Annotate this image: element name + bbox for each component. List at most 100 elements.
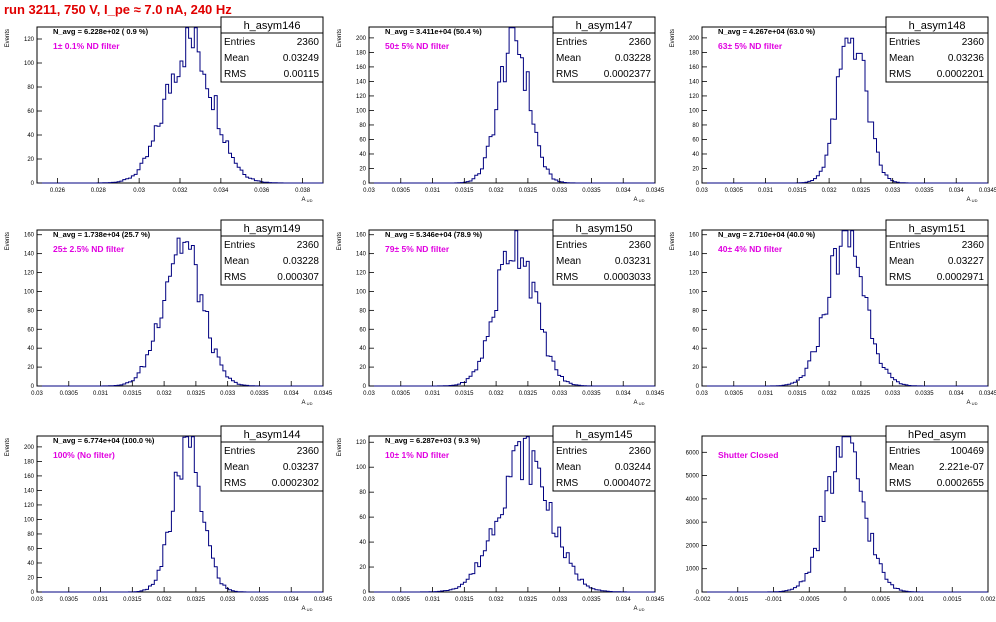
x-tick-label: 0.0315 xyxy=(455,188,474,194)
stats-key: RMS xyxy=(224,478,247,489)
filter-annotation: 25± 2.5% ND filter xyxy=(53,244,125,254)
histogram-panel-h_asym144: 0.03 0.0305 0.031 0.0315 0.032 0.0325 0.033 0.0… xyxy=(5,425,333,612)
y-tick-label: 100 xyxy=(356,108,367,114)
stats-value: 0.0002655 xyxy=(937,478,985,489)
y-tick-label: 100 xyxy=(24,61,35,67)
x-tick-label: 0.032 xyxy=(822,188,838,194)
stats-key: RMS xyxy=(556,478,579,489)
y-tick-label: 100 xyxy=(689,108,700,114)
y-tick-label: 60 xyxy=(359,327,366,333)
stats-key: Mean xyxy=(224,53,249,64)
y-tick-label: 60 xyxy=(692,327,699,333)
navg-label: N_avg = 4.267e+04 (63.0 %) xyxy=(718,27,816,36)
y-axis-label: Events xyxy=(670,232,676,250)
stats-key: RMS xyxy=(556,69,579,80)
y-tick-label: 80 xyxy=(692,123,699,129)
x-tick-label: 0.033 xyxy=(552,188,568,194)
y-tick-label: 0 xyxy=(31,384,35,390)
stats-value: 0.03231 xyxy=(615,256,652,267)
x-tick-label: 0.0335 xyxy=(582,597,601,603)
x-axis-label: A UD xyxy=(967,400,978,406)
navg-label: N_avg = 6.287e+03 ( 9.3 %) xyxy=(385,436,481,445)
filter-annotation: 100% (No filter) xyxy=(53,450,115,460)
y-tick-label: 100 xyxy=(356,465,367,471)
y-tick-label: 0 xyxy=(363,384,367,390)
stats-box xyxy=(885,441,989,492)
y-tick-label: 140 xyxy=(356,252,367,258)
x-tick-label: 0.0345 xyxy=(314,391,333,397)
x-tick-label: 0.03 xyxy=(696,188,708,194)
x-tick-label: 0.038 xyxy=(295,188,311,194)
x-tick-label: 0.0345 xyxy=(314,597,333,603)
stats-value: 100469 xyxy=(951,446,985,457)
filter-annotation: 40± 4% ND filter xyxy=(718,244,783,254)
y-tick-label: 120 xyxy=(689,94,700,100)
stats-key: Entries xyxy=(889,37,920,48)
stats-key: Entries xyxy=(556,37,587,48)
y-tick-label: 60 xyxy=(27,109,34,115)
histogram-panel-h_asym146: 0.026 0.028 0.03 0.032 0.034 0.036 0.038 0 20 40 6… xyxy=(5,16,324,203)
y-tick-label: 80 xyxy=(692,308,699,314)
y-tick-label: 20 xyxy=(692,365,699,371)
y-tick-label: 100 xyxy=(24,517,35,523)
stats-value: 0.03236 xyxy=(948,53,985,64)
y-tick-label: 40 xyxy=(27,133,34,139)
y-axis-label: Events xyxy=(5,438,11,456)
y-tick-label: 20 xyxy=(692,166,699,172)
x-tick-label: 0.0325 xyxy=(187,391,206,397)
stats-key: Mean xyxy=(224,256,249,267)
y-tick-label: 20 xyxy=(359,365,366,371)
x-tick-label: 0.002 xyxy=(980,597,996,603)
filter-annotation: 1± 0.1% ND filter xyxy=(53,41,120,51)
y-tick-label: 160 xyxy=(689,65,700,71)
stats-value: 0.0004072 xyxy=(604,478,652,489)
stats-value: 0.03237 xyxy=(283,462,320,473)
navg-label: N_avg = 6.228e+02 ( 0.9 %) xyxy=(53,27,149,36)
navg-label: N_avg = 1.738e+04 (25.7 %) xyxy=(53,230,151,239)
x-tick-label: 0.0325 xyxy=(519,188,538,194)
filter-annotation: Shutter Closed xyxy=(718,450,778,460)
x-tick-label: 0.03 xyxy=(363,188,375,194)
x-tick-label: 0.0325 xyxy=(852,391,871,397)
stats-key: Entries xyxy=(889,240,920,251)
y-tick-label: 40 xyxy=(692,152,699,158)
y-tick-label: 140 xyxy=(24,488,35,494)
x-tick-label: 0.033 xyxy=(552,597,568,603)
stats-value: 2360 xyxy=(297,446,320,457)
y-tick-label: 0 xyxy=(31,590,35,596)
x-tick-label: 0.031 xyxy=(758,188,774,194)
x-tick-label: 0.03 xyxy=(31,597,43,603)
stats-key: Mean xyxy=(889,256,914,267)
x-tick-label: 0.0345 xyxy=(646,391,665,397)
x-tick-label: 0.034 xyxy=(284,597,300,603)
x-tick-label: 0.033 xyxy=(885,391,901,397)
x-tick-label: 0.034 xyxy=(949,391,965,397)
navg-label: N_avg = 3.411e+04 (50.4 %) xyxy=(385,27,482,36)
stats-title: h_asym150 xyxy=(576,223,633,235)
stats-value: 0.03228 xyxy=(615,53,652,64)
y-tick-label: 80 xyxy=(27,85,34,91)
y-tick-label: 180 xyxy=(689,50,700,56)
stats-key: RMS xyxy=(224,69,247,80)
x-tick-label: 0.03 xyxy=(363,391,375,397)
stats-value: 2360 xyxy=(629,446,652,457)
stats-value: 2360 xyxy=(962,240,985,251)
y-axis-label: Events xyxy=(5,29,11,47)
stats-value: 0.03228 xyxy=(283,256,320,267)
histogram-panel-h_asym147: 0.03 0.0305 0.031 0.0315 0.032 0.0325 0.033 0.0… xyxy=(337,16,665,203)
x-axis-label: A UD xyxy=(967,197,978,203)
y-tick-label: 160 xyxy=(356,65,367,71)
x-tick-label: 0.032 xyxy=(489,188,505,194)
x-tick-label: 0.034 xyxy=(949,188,965,194)
y-tick-label: 120 xyxy=(24,37,35,43)
x-tick-label: 0.0335 xyxy=(250,597,269,603)
y-tick-label: 20 xyxy=(27,575,34,581)
x-tick-label: 0.0315 xyxy=(123,597,142,603)
x-tick-label: 0.031 xyxy=(758,391,774,397)
x-tick-label: 0.0315 xyxy=(123,391,142,397)
x-tick-label: 0.0345 xyxy=(979,391,996,397)
y-tick-label: 80 xyxy=(27,532,34,538)
y-tick-label: 160 xyxy=(24,233,35,239)
x-tick-label: 0.0305 xyxy=(60,391,79,397)
stats-key: Mean xyxy=(224,462,249,473)
